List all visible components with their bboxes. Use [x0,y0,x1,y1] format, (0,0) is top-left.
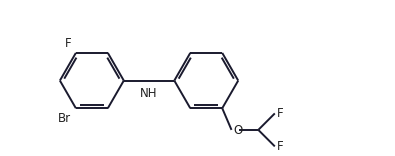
Text: F: F [65,37,72,50]
Text: NH: NH [140,87,158,100]
Text: F: F [277,140,284,153]
Text: Br: Br [58,112,71,125]
Text: F: F [277,107,284,120]
Text: O: O [233,124,243,137]
